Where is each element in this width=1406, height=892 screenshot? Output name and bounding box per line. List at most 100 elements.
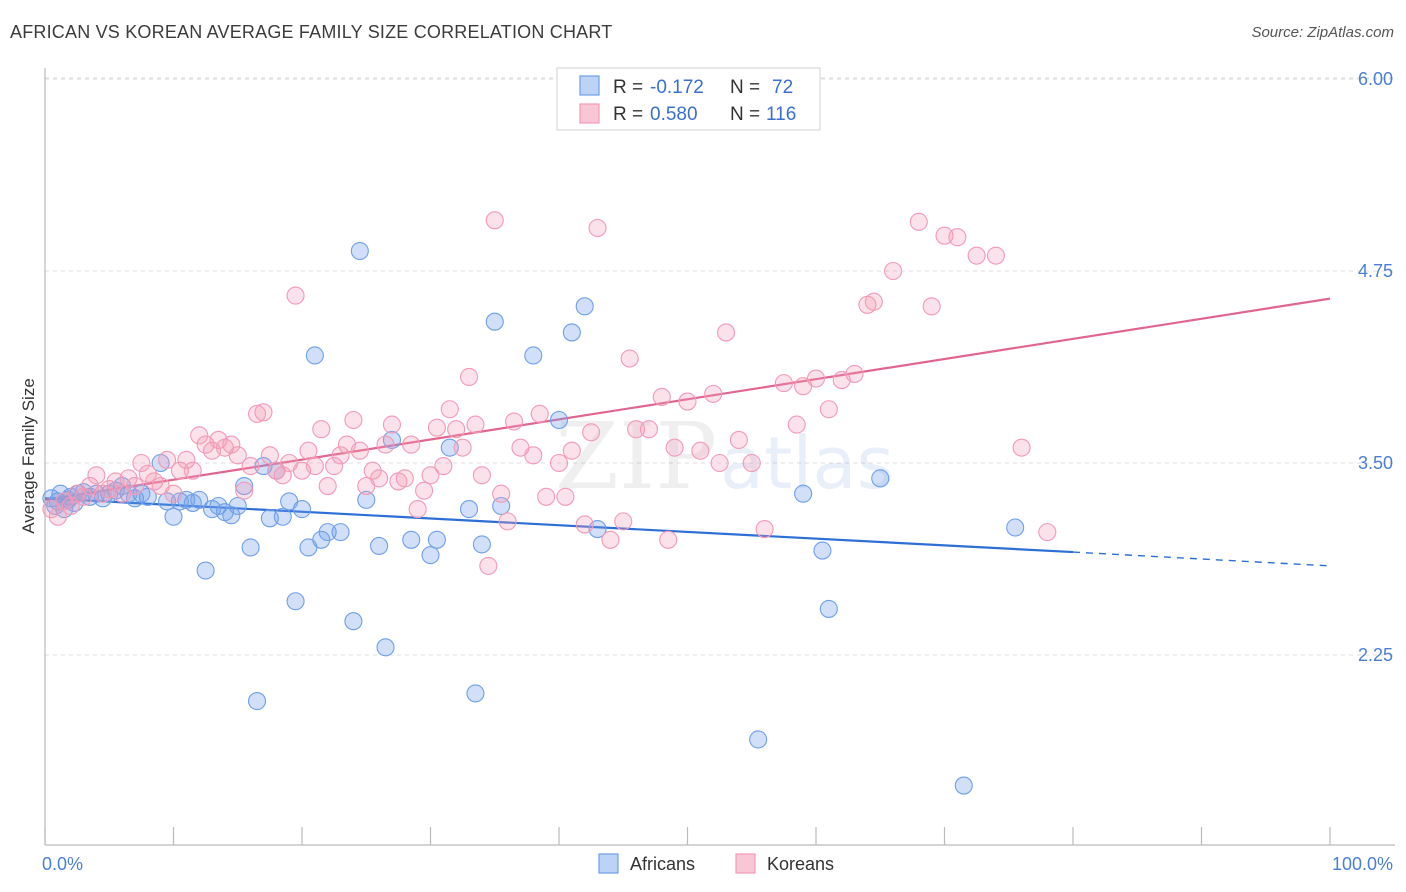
point-africans bbox=[421, 546, 440, 565]
point-koreans bbox=[427, 418, 446, 437]
point-koreans bbox=[627, 420, 646, 439]
point-koreans bbox=[299, 441, 318, 460]
point-koreans bbox=[125, 476, 144, 496]
point-koreans bbox=[787, 415, 806, 434]
point-africans bbox=[357, 490, 376, 509]
point-koreans bbox=[363, 461, 382, 480]
point-africans bbox=[794, 484, 813, 503]
chart-title: AFRICAN VS KOREAN AVERAGE FAMILY SIZE CO… bbox=[10, 22, 613, 42]
point-koreans bbox=[228, 446, 247, 465]
point-koreans bbox=[665, 438, 684, 457]
point-koreans bbox=[1038, 523, 1057, 542]
point-koreans bbox=[716, 323, 736, 342]
point-koreans bbox=[325, 457, 344, 476]
point-africans bbox=[241, 538, 260, 557]
point-koreans bbox=[119, 469, 138, 488]
point-koreans bbox=[440, 400, 459, 419]
point-koreans bbox=[909, 212, 928, 231]
top-legend: R = -0.172 N = 72 R = 0.580 N = 116 bbox=[556, 67, 821, 131]
x-tick-label: 0.0% bbox=[42, 854, 83, 874]
point-koreans bbox=[415, 481, 434, 500]
point-koreans bbox=[819, 400, 838, 419]
point-koreans bbox=[742, 453, 761, 473]
point-koreans bbox=[806, 369, 826, 388]
point-africans bbox=[427, 530, 446, 549]
point-koreans bbox=[524, 446, 543, 465]
point-koreans bbox=[659, 530, 678, 549]
point-koreans bbox=[312, 420, 331, 439]
point-africans bbox=[749, 730, 768, 749]
legend-swatch-africans bbox=[579, 75, 600, 96]
point-koreans bbox=[704, 384, 723, 403]
point-africans bbox=[138, 487, 157, 506]
point-koreans bbox=[466, 415, 485, 434]
point-koreans bbox=[967, 246, 986, 265]
point-koreans bbox=[247, 404, 267, 423]
point-koreans bbox=[434, 457, 453, 476]
y-tick-label: 4.75 bbox=[1358, 261, 1393, 281]
point-africans bbox=[871, 469, 890, 488]
bottom-legend-swatch-africans bbox=[598, 853, 619, 874]
legend-r-label-koreans: R = bbox=[613, 104, 643, 125]
point-koreans bbox=[1012, 438, 1031, 457]
point-africans bbox=[575, 297, 594, 316]
point-koreans bbox=[145, 472, 164, 491]
legend-r-value-koreans: 0.580 bbox=[650, 104, 698, 125]
legend-n-value-koreans: 116 bbox=[766, 104, 796, 125]
point-koreans bbox=[331, 446, 350, 465]
point-koreans bbox=[74, 487, 93, 506]
watermark-zip: ZIP bbox=[555, 403, 717, 510]
y-tick-label: 2.25 bbox=[1358, 645, 1393, 665]
legend-r-value-africans: -0.172 bbox=[650, 77, 704, 98]
point-koreans bbox=[498, 512, 517, 531]
point-africans bbox=[562, 323, 581, 342]
point-africans bbox=[524, 346, 543, 365]
y-tick-label: 3.50 bbox=[1358, 453, 1393, 473]
point-koreans bbox=[614, 512, 633, 531]
point-africans bbox=[472, 535, 491, 554]
point-koreans bbox=[402, 435, 421, 454]
point-koreans bbox=[305, 457, 324, 476]
x-tick-label: 100.0% bbox=[1332, 854, 1393, 874]
trend-line-africans bbox=[44, 497, 1074, 554]
point-koreans bbox=[845, 364, 864, 383]
point-koreans bbox=[459, 367, 479, 387]
point-africans bbox=[466, 684, 485, 703]
point-africans bbox=[344, 612, 363, 631]
point-koreans bbox=[286, 286, 305, 305]
bottom-legend-koreans: Koreans bbox=[767, 854, 834, 874]
legend-n-value-africans: 72 bbox=[772, 77, 793, 98]
point-africans bbox=[350, 241, 369, 261]
point-koreans bbox=[260, 446, 279, 465]
watermark-atlas: atlas bbox=[720, 421, 894, 505]
point-koreans bbox=[447, 420, 466, 439]
point-koreans bbox=[620, 349, 639, 368]
point-koreans bbox=[774, 374, 793, 393]
point-africans bbox=[382, 430, 402, 450]
point-africans bbox=[485, 312, 504, 331]
point-africans bbox=[440, 438, 459, 457]
point-africans bbox=[292, 500, 312, 519]
point-africans bbox=[273, 507, 292, 526]
point-koreans bbox=[344, 410, 363, 430]
point-koreans bbox=[138, 464, 157, 483]
point-africans bbox=[222, 506, 241, 525]
point-koreans bbox=[408, 500, 427, 519]
point-koreans bbox=[710, 453, 729, 473]
legend-n-label-africans: N = bbox=[730, 77, 760, 98]
series-africans bbox=[42, 241, 1025, 795]
point-koreans bbox=[729, 430, 748, 450]
point-koreans bbox=[652, 387, 671, 407]
point-koreans bbox=[948, 228, 967, 247]
y-tick-labels: 2.25 3.50 4.75 6.00 bbox=[1358, 69, 1393, 665]
point-koreans bbox=[318, 476, 337, 496]
point-koreans bbox=[691, 441, 710, 460]
point-africans bbox=[119, 484, 138, 503]
bottom-legend-swatch-koreans bbox=[735, 853, 756, 874]
point-africans bbox=[331, 523, 350, 542]
point-koreans bbox=[504, 412, 524, 431]
legend-n-label-koreans: N = bbox=[730, 104, 760, 125]
point-africans bbox=[459, 500, 479, 519]
y-tick-label: 6.00 bbox=[1358, 69, 1393, 89]
